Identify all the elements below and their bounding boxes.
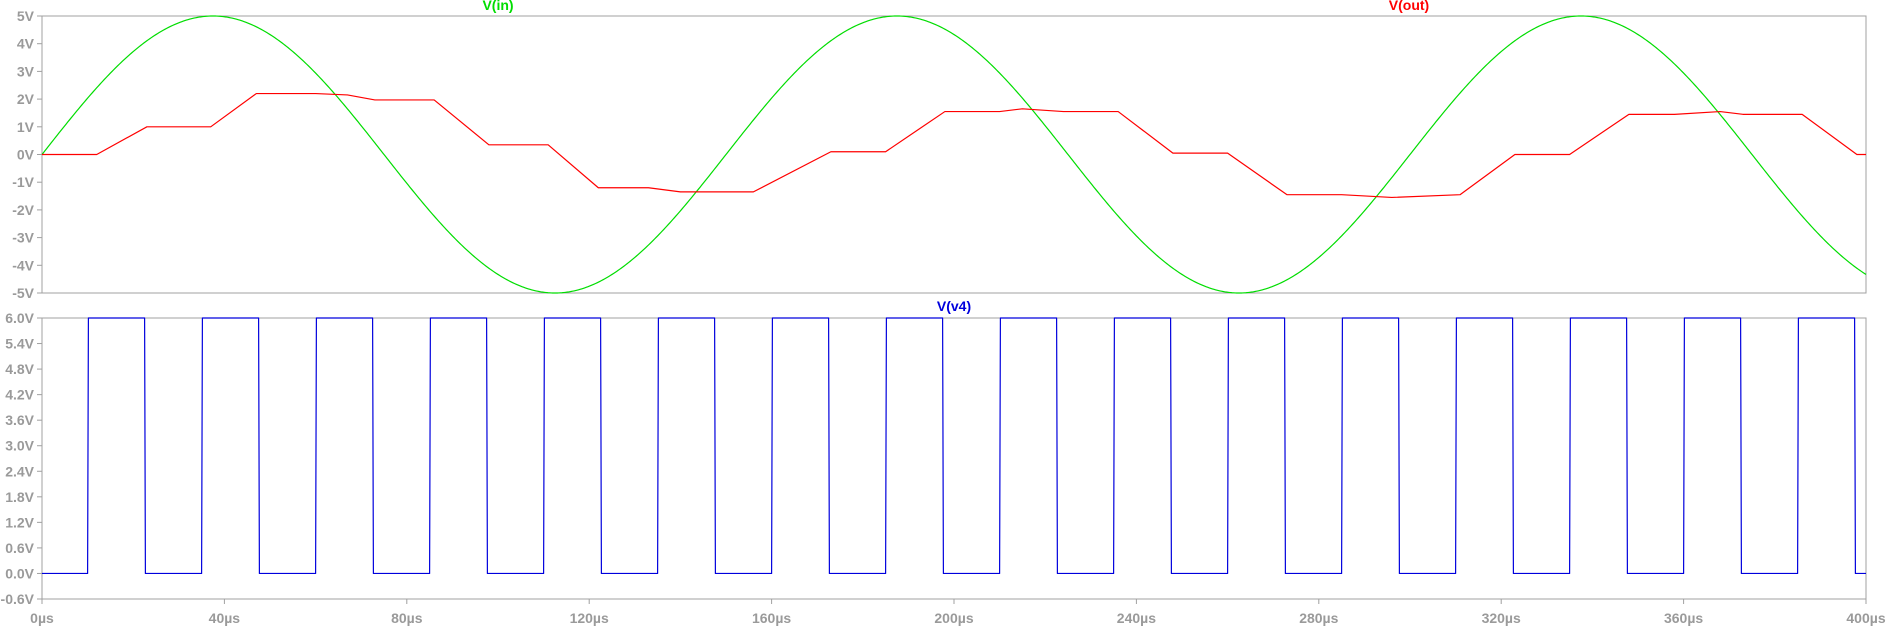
y-tick-label: 6.0V [5,310,34,326]
trace-title-vout[interactable]: V(out) [1389,0,1429,13]
trace-title-vv4[interactable]: V(v4) [937,298,971,314]
trace-vin[interactable] [41,15,1867,294]
y-tick-label: 4V [17,36,35,52]
plot-frame-top [41,15,1867,294]
x-tick-label: 200µs [934,610,973,626]
x-tick-label: 320µs [1482,610,1521,626]
y-tick-label: 4.8V [5,361,34,377]
pane-bottom[interactable]: 6.0V 5.4V 4.8V 4.2V 3.6V 3.0V 2.4V 1.8V 1.2V 0.6V… [1,298,1886,626]
y-tick-label: 0V [17,147,35,163]
y-tick-label: 1.2V [5,514,34,530]
y-tick-label: -3V [12,230,34,246]
y-tick-label: 2V [17,91,35,107]
y-tick-label: 0.6V [5,540,34,556]
x-tick-label: 80µs [391,610,423,626]
x-tick-label: 280µs [1299,610,1338,626]
y-tick-label: 3V [17,63,35,79]
y-tick-label: -1V [12,174,34,190]
y-tick-label: 5V [17,8,35,24]
x-tick-label: 400µs [1846,610,1885,626]
y-tick-label: 1V [17,119,35,135]
trace-vv4[interactable] [42,317,1866,575]
y-tick-label: 0.0V [5,565,34,581]
y-tick-label: 4.2V [5,387,34,403]
trace-vout[interactable] [42,92,1866,199]
x-tick-label: 120µs [570,610,609,626]
y-tick-label: 2.4V [5,463,34,479]
pane-top[interactable]: 5V 4V 3V 2V 1V 0V -1V -2V -3V -4V -5V V(in) V(out) [12,0,1867,301]
x-tick-label: 0µs [30,610,54,626]
y-tick-label: -0.6V [1,591,35,607]
y-tick-label: 3.6V [5,412,34,428]
y-tick-label: -2V [12,202,34,218]
x-tick-label: 160µs [752,610,791,626]
trace-title-vin[interactable]: V(in) [482,0,513,13]
x-tick-label: 360µs [1664,610,1703,626]
y-tick-label: 3.0V [5,438,34,454]
x-tick-label: 40µs [209,610,241,626]
y-tick-label: -4V [12,257,34,273]
y-tick-label: -5V [12,285,34,301]
x-tick-label: 240µs [1117,610,1156,626]
y-tick-label: 1.8V [5,489,34,505]
y-tick-label: 5.4V [5,336,34,352]
